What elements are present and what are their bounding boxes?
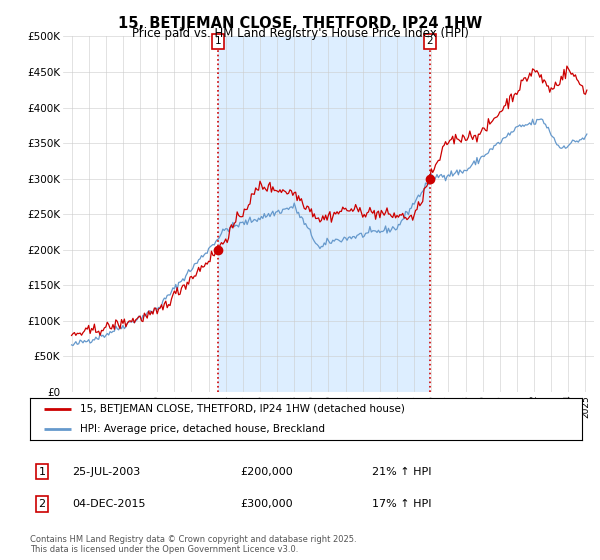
Text: HPI: Average price, detached house, Breckland: HPI: Average price, detached house, Brec… bbox=[80, 424, 325, 434]
Text: 15, BETJEMAN CLOSE, THETFORD, IP24 1HW (detached house): 15, BETJEMAN CLOSE, THETFORD, IP24 1HW (… bbox=[80, 404, 404, 414]
Text: 15, BETJEMAN CLOSE, THETFORD, IP24 1HW: 15, BETJEMAN CLOSE, THETFORD, IP24 1HW bbox=[118, 16, 482, 31]
Text: 04-DEC-2015: 04-DEC-2015 bbox=[72, 499, 146, 509]
Text: 1: 1 bbox=[38, 466, 46, 477]
Text: 17% ↑ HPI: 17% ↑ HPI bbox=[372, 499, 431, 509]
Text: 2: 2 bbox=[38, 499, 46, 509]
Bar bbox=[218, 36, 430, 392]
Text: 1: 1 bbox=[215, 36, 221, 46]
Text: 21% ↑ HPI: 21% ↑ HPI bbox=[372, 466, 431, 477]
Text: 25-JUL-2003: 25-JUL-2003 bbox=[72, 466, 140, 477]
Text: 2: 2 bbox=[427, 36, 433, 46]
Text: £300,000: £300,000 bbox=[240, 499, 293, 509]
Text: Contains HM Land Registry data © Crown copyright and database right 2025.
This d: Contains HM Land Registry data © Crown c… bbox=[30, 535, 356, 554]
Text: £200,000: £200,000 bbox=[240, 466, 293, 477]
Text: Price paid vs. HM Land Registry's House Price Index (HPI): Price paid vs. HM Land Registry's House … bbox=[131, 27, 469, 40]
